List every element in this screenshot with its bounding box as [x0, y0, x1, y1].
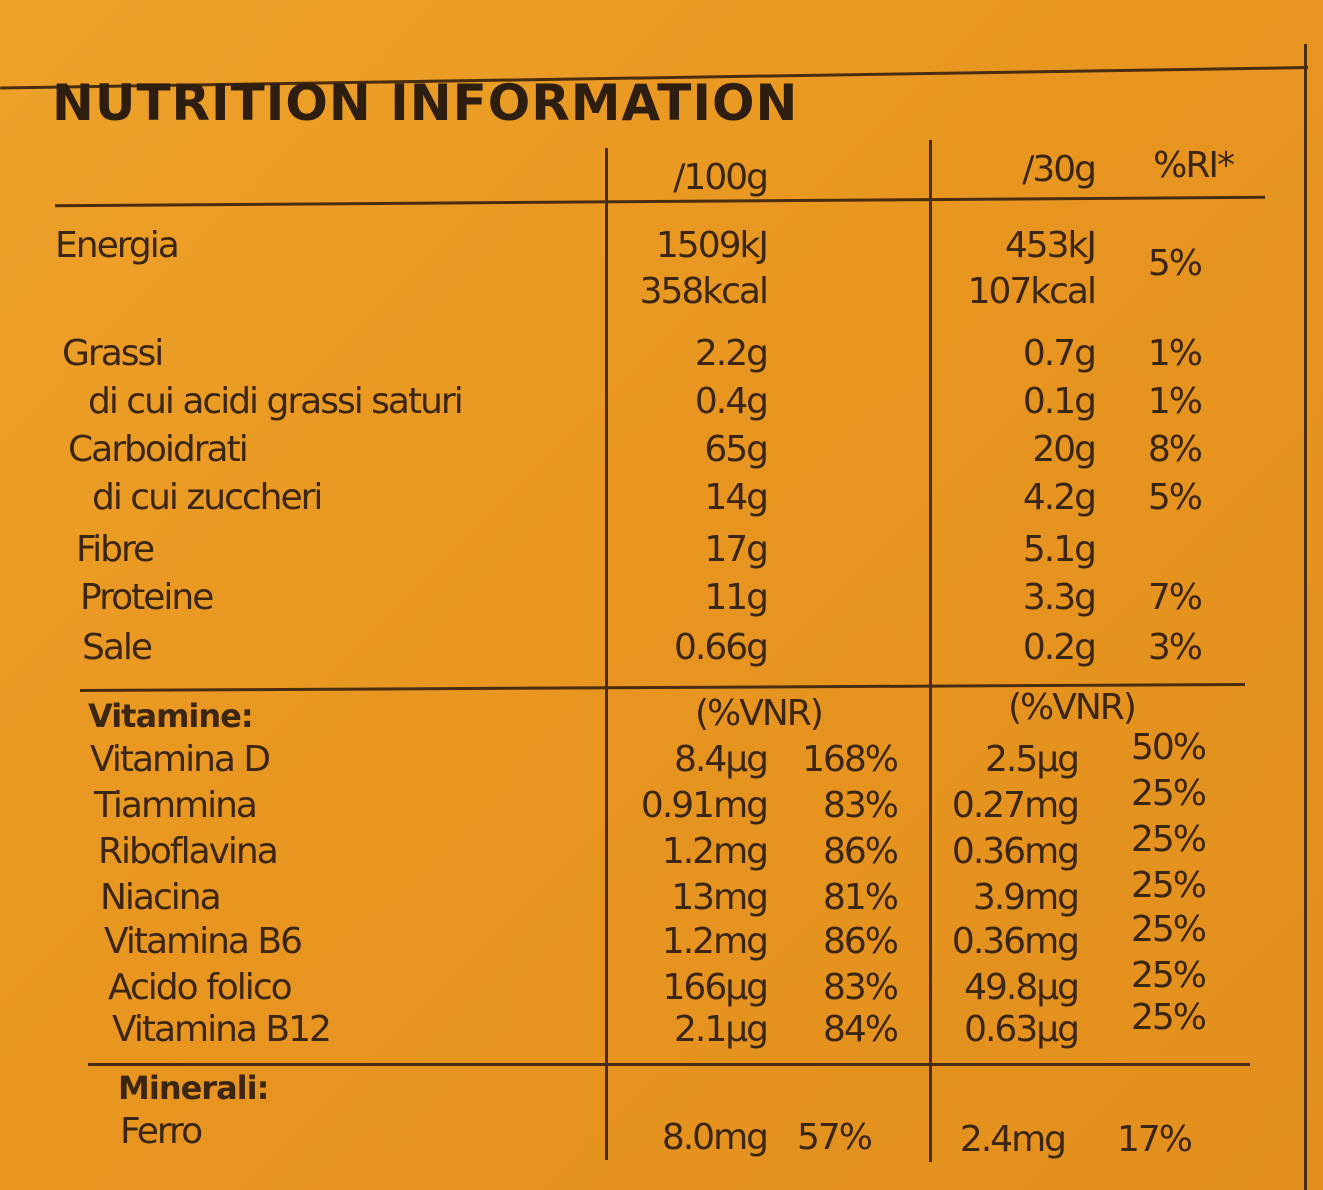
value-per100: 1509kJ [655, 225, 769, 266]
value-per30: 3.3g [1022, 577, 1097, 618]
value-per100: 17g [704, 529, 769, 570]
vnr-per100: 81% [822, 877, 899, 918]
value-per30: 0.2g [1022, 627, 1097, 668]
value-per30: 0.7g [1022, 333, 1097, 374]
value-per30: 107kcal [967, 271, 1097, 312]
vnr-per100: 84% [822, 1009, 899, 1050]
value-per100: 11g [704, 577, 769, 618]
value-per100: 166µg [662, 967, 769, 1008]
vitamin-label: Vitamina B12 [112, 1009, 332, 1050]
vnr-per100: 86% [822, 831, 899, 872]
value-per30: 453kJ [1004, 225, 1097, 266]
value-per30: 5.1g [1022, 529, 1097, 570]
vitamin-label: Vitamina B6 [104, 921, 303, 962]
nutrient-label: Grassi [62, 333, 164, 374]
ri-percent: 1% [1147, 381, 1203, 422]
value-per30: 2.4mg [959, 1119, 1067, 1160]
vitamin-label: Tiammina [94, 785, 258, 826]
vnr-per30: 17% [1116, 1119, 1193, 1160]
value-per100: 13mg [671, 877, 769, 918]
vitamin-label: Riboflavina [98, 831, 279, 872]
nutrient-label: di cui acidi grassi saturi [88, 381, 464, 422]
column-divider-1 [605, 148, 608, 1160]
value-per30: 0.36mg [951, 831, 1080, 872]
header-per30: /30g [1022, 149, 1097, 190]
value-per30: 49.8µg [964, 967, 1080, 1008]
header-per100: /100g [673, 157, 769, 198]
vnr-per30: 25% [1130, 909, 1207, 950]
value-per30: 20g [1032, 429, 1097, 470]
value-per100: 65g [704, 429, 769, 470]
value-per30: 0.63µg [964, 1009, 1080, 1050]
value-per30: 3.9mg [972, 877, 1080, 918]
value-per100: 1.2mg [661, 831, 769, 872]
vnr-header-per100: (%VNR) [695, 693, 824, 734]
value-per100: 2.1µg [673, 1009, 769, 1050]
minerals-heading: Minerali: [118, 1069, 269, 1107]
vnr-header-per30: (%VNR) [1008, 687, 1137, 728]
column-divider-2 [929, 140, 932, 1162]
vnr-per100: 83% [822, 785, 899, 826]
nutrient-label: Fibre [76, 529, 155, 570]
nutrient-label: di cui zuccheri [92, 477, 323, 518]
ri-percent: 5% [1147, 243, 1203, 284]
value-per30: 0.1g [1022, 381, 1097, 422]
ri-percent: 1% [1147, 333, 1203, 374]
nutrient-label: Sale [82, 627, 153, 668]
value-per30: 0.27mg [951, 785, 1080, 826]
header-ri: %RI* [1153, 145, 1235, 186]
ri-percent: 8% [1147, 429, 1203, 470]
value-per100: 0.66g [673, 627, 769, 668]
value-per100: 0.4g [694, 381, 769, 422]
nutrient-label: Carboidrati [68, 429, 249, 470]
vitamin-label: Vitamina D [90, 739, 271, 780]
mineral-label: Ferro [120, 1111, 203, 1152]
vnr-per100: 168% [802, 739, 899, 780]
nutrient-label: Proteine [80, 577, 214, 618]
vnr-per100: 83% [822, 967, 899, 1008]
vnr-per30: 25% [1130, 773, 1207, 814]
vnr-per30: 25% [1130, 955, 1207, 996]
value-per100: 2.2g [694, 333, 769, 374]
right-border [1304, 44, 1307, 1190]
page-title: NUTRITION INFORMATION [52, 74, 799, 132]
vitamin-label: Acido folico [108, 967, 293, 1008]
value-per100: 358kcal [639, 271, 769, 312]
value-per100: 8.0mg [661, 1117, 769, 1158]
value-per100: 8.4µg [673, 739, 769, 780]
value-per30: 2.5µg [984, 739, 1080, 780]
vnr-per30: 25% [1130, 865, 1207, 906]
vitamins-heading: Vitamine: [88, 697, 254, 735]
vnr-per30: 25% [1130, 819, 1207, 860]
ri-percent: 5% [1147, 477, 1203, 518]
ri-percent: 3% [1147, 627, 1203, 668]
nutrient-label: Energia [55, 225, 180, 266]
ri-percent: 7% [1147, 577, 1203, 618]
value-per100: 14g [704, 477, 769, 518]
vnr-per100: 57% [796, 1117, 873, 1158]
value-per30: 4.2g [1022, 477, 1097, 518]
value-per100: 1.2mg [661, 921, 769, 962]
value-per100: 0.91mg [640, 785, 769, 826]
header-rule [55, 195, 1265, 208]
value-per30: 0.36mg [951, 921, 1080, 962]
vnr-per30: 25% [1130, 997, 1207, 1038]
vnr-per30: 50% [1130, 727, 1207, 768]
vnr-per100: 86% [822, 921, 899, 962]
minerals-rule [88, 1063, 1250, 1066]
vitamin-label: Niacina [100, 877, 222, 918]
